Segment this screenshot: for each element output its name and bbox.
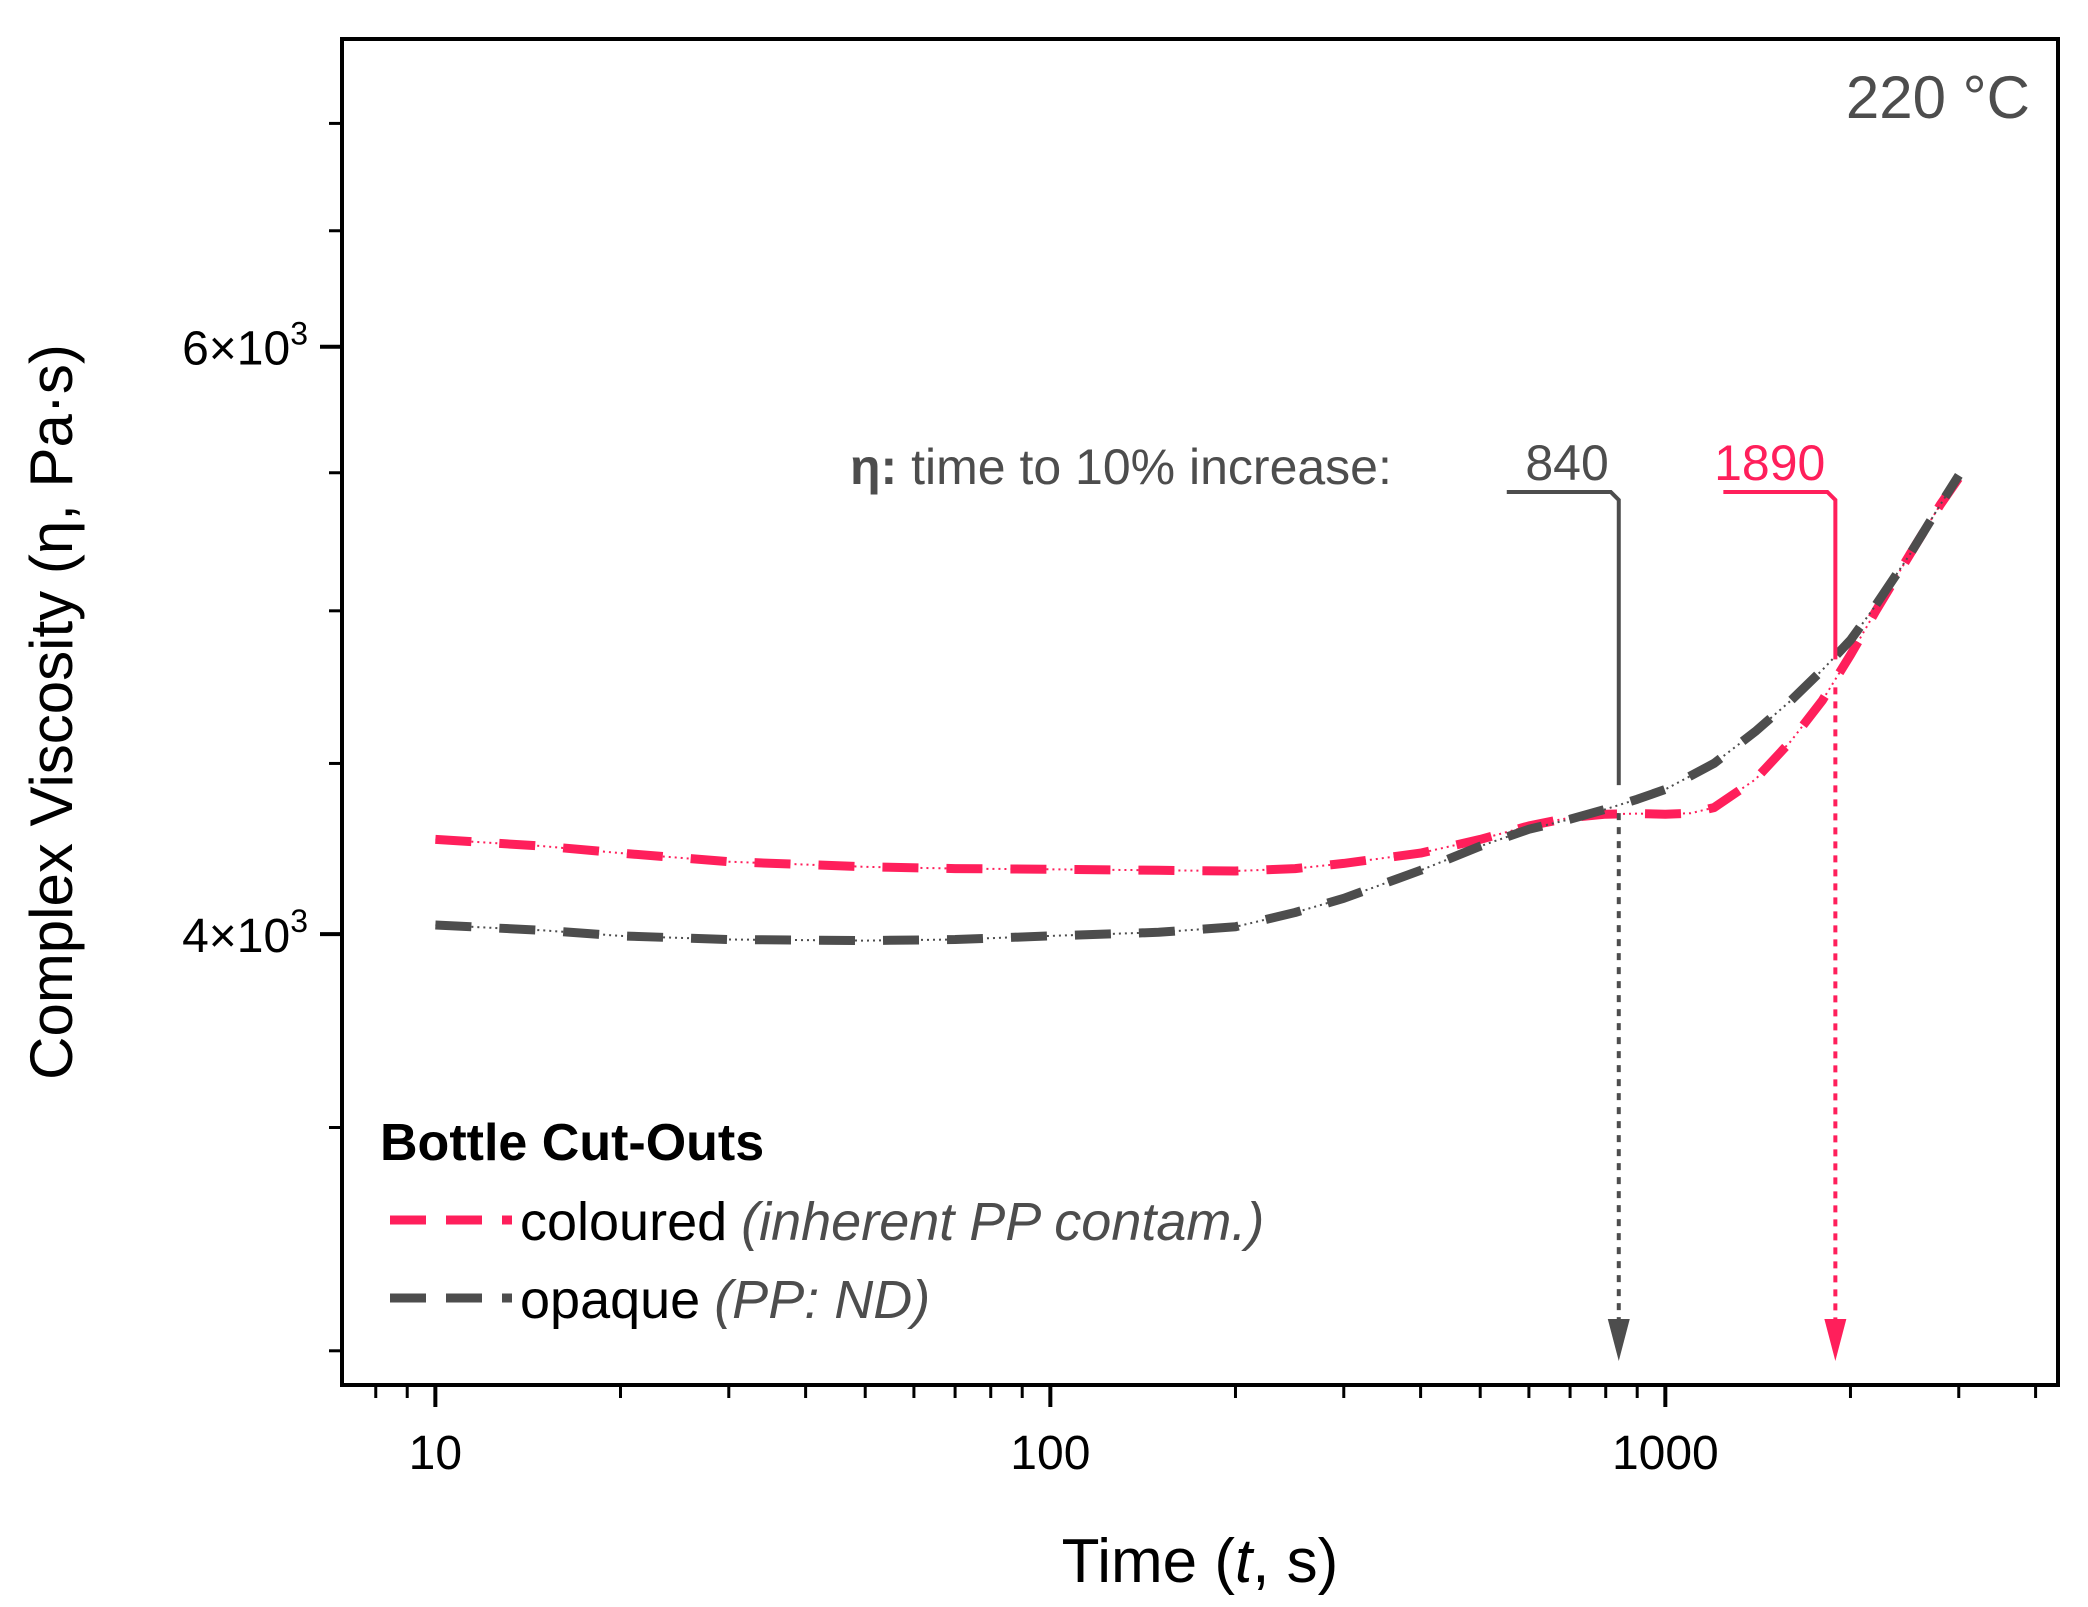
series-line-coloured: [435, 475, 1963, 876]
x-tick-label: 10: [409, 1427, 462, 1480]
legend-label-coloured: coloured (inherent PP contam.): [520, 1192, 1264, 1252]
threshold-arrow-opaque: [1607, 1319, 1630, 1361]
x-axis-title: Time (t, s): [1062, 1527, 1339, 1596]
legend: Bottle Cut-Outs coloured (inherent PP con…: [380, 1114, 1264, 1330]
threshold-bracket-opaque: [1506, 490, 1621, 786]
legend-label-opaque: opaque (PP: ND): [520, 1270, 930, 1330]
y-axis-title: Complex Viscosity (η, Pa·s): [18, 344, 85, 1080]
series-layer: [435, 472, 1963, 946]
threshold-label: η: time to 10% increase:: [850, 439, 1392, 495]
x-tick-label: 100: [1010, 1427, 1090, 1480]
x-tick-label: 1000: [1612, 1427, 1719, 1480]
temperature-annotation: 220 °C: [1846, 64, 2030, 131]
threshold-value-opaque: 840: [1525, 435, 1608, 491]
threshold-label-text: time to 10% increase:: [897, 439, 1392, 495]
axis-layer: 10 100 1000 4×103 6×103: [182, 121, 2038, 1480]
threshold-bracket-coloured: [1723, 490, 1838, 660]
y-tick-label: 4×103: [182, 903, 308, 963]
plot-frame: [340, 37, 2060, 1387]
legend-item-opaque: opaque (PP: ND): [390, 1270, 930, 1330]
annotation-layer: 1890 840: [1506, 435, 1847, 1361]
threshold-value-coloured: 1890: [1714, 435, 1825, 491]
series-connector-coloured: [435, 477, 1960, 873]
y-tick-label: 6×103: [182, 316, 308, 376]
threshold-arrow-coloured: [1824, 1319, 1847, 1361]
eta-symbol: η:: [850, 439, 897, 495]
legend-item-coloured: coloured (inherent PP contam.): [390, 1192, 1264, 1252]
series-line-opaque: [435, 472, 1963, 946]
legend-title: Bottle Cut-Outs: [380, 1114, 764, 1172]
